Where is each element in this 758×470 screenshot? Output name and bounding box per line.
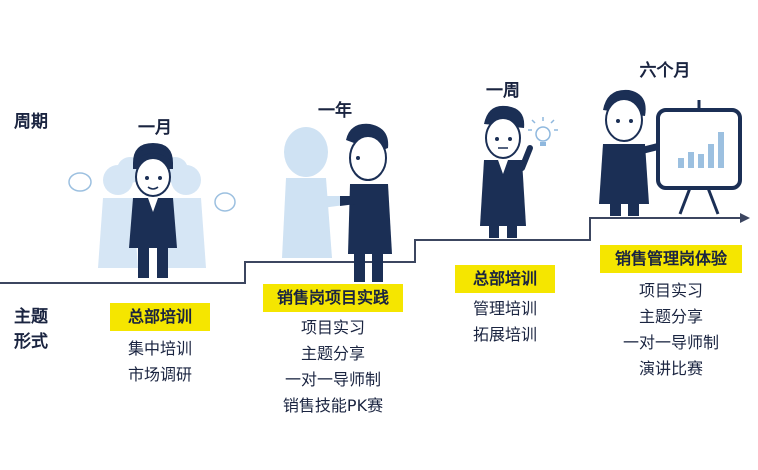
stage1-item: 集中培训	[127, 339, 192, 358]
stage2-item: 主题分享	[300, 344, 365, 363]
stage3-item: 拓展培训	[472, 325, 537, 344]
stage1-title-badge: 总部培训	[110, 303, 210, 331]
stage3-idea-group	[480, 105, 558, 238]
stage2-item: 一对一导师制	[284, 370, 381, 389]
timeline-staircase	[0, 217, 740, 284]
stage3-period: 一周	[486, 81, 520, 101]
stage1-item: 市场调研	[127, 365, 192, 384]
timeline-arrowhead	[740, 213, 750, 223]
stage3-title-badge: 总部培训	[455, 265, 555, 293]
stage2-handshake-group	[282, 123, 392, 282]
stage4-presentation-group	[599, 89, 742, 216]
stage4-items: 项目实习 主题分享 一对一导师制 演讲比赛	[591, 278, 751, 382]
stage4-item: 主题分享	[638, 307, 703, 326]
stage2-title-badge: 销售岗项目实践	[263, 284, 403, 312]
stage2-items: 项目实习 主题分享 一对一导师制 销售技能PK赛	[253, 315, 413, 419]
stage3-items: 管理培训 拓展培训	[445, 296, 565, 348]
mentor-figure	[340, 123, 392, 282]
stage3-item: 管理培训	[472, 299, 537, 318]
stage4-item: 一对一导师制	[622, 333, 719, 352]
row-label-form: 形式	[14, 332, 48, 352]
stage4-title-badge: 销售管理岗体验	[600, 245, 742, 273]
stage4-item: 项目实习	[638, 281, 703, 300]
presentation-board-icon	[656, 100, 742, 215]
trainee-figure	[129, 143, 177, 278]
row-label-theme: 主题	[14, 307, 48, 327]
stage2-period: 一年	[318, 101, 352, 121]
stage4-item: 演讲比赛	[638, 359, 703, 378]
row-label-cycle: 周期	[14, 112, 48, 132]
stage2-item: 销售技能PK赛	[282, 396, 384, 415]
stage1-items: 集中培训 市场调研	[100, 336, 220, 388]
stage1-figure-group	[68, 143, 236, 278]
stage1-period: 一月	[138, 118, 172, 138]
stage4-period: 六个月	[639, 61, 691, 81]
lightbulb-icon	[528, 117, 558, 146]
stage2-item: 项目实习	[300, 318, 365, 337]
speech-bubble-icon	[68, 172, 236, 212]
